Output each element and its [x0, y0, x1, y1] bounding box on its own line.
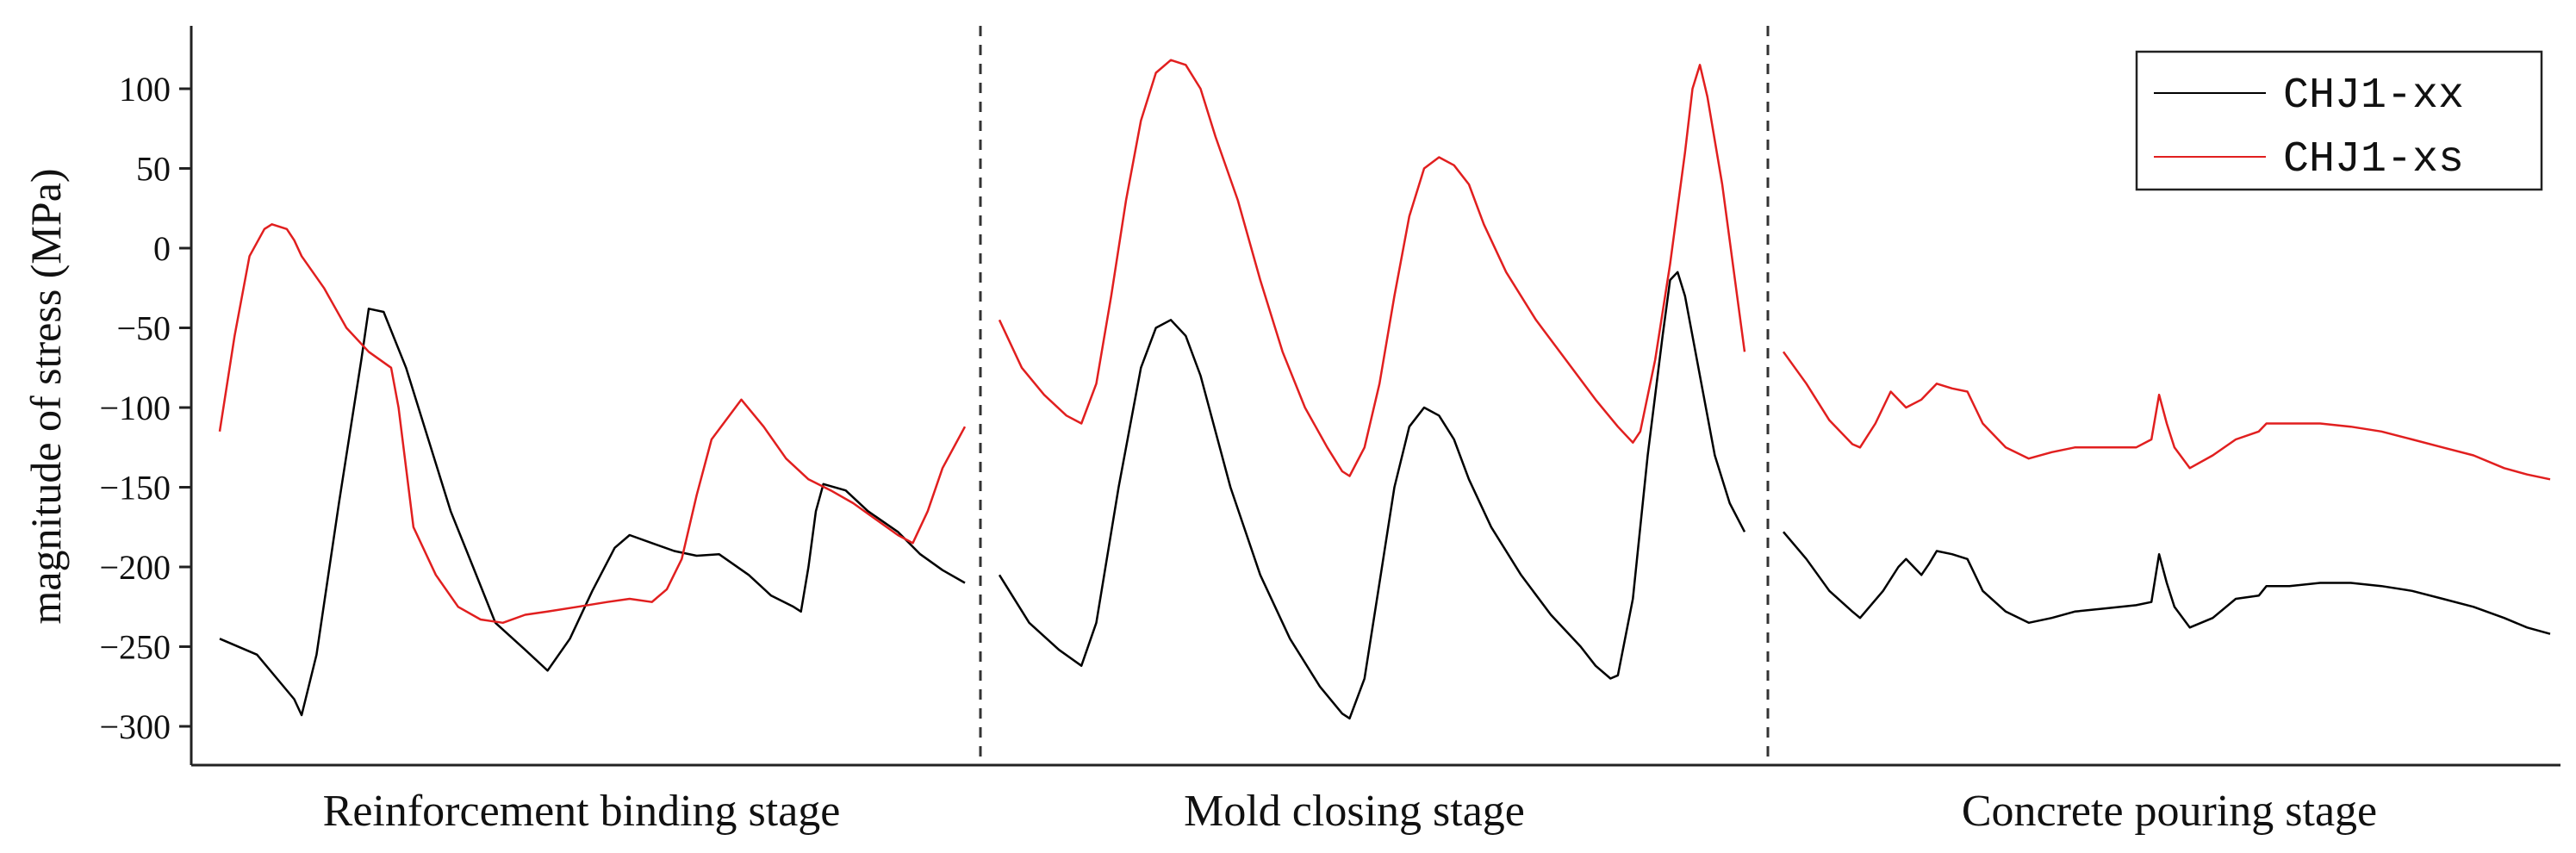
legend-box — [2135, 50, 2543, 191]
series-line-chj1-xs — [998, 59, 1746, 477]
y-axis-label: magnitude of stress (MPa) — [22, 168, 70, 624]
y-tick-label: 0 — [153, 229, 171, 268]
legend-label-xs: CHJ1-xs — [2283, 135, 2464, 184]
y-tick-label: −100 — [99, 389, 171, 427]
y-tick-label: 100 — [119, 70, 171, 109]
series-line-chj1-xx — [219, 308, 966, 717]
stage-labels: Reinforcement binding stage Mold closing … — [323, 787, 2378, 836]
y-tick-label: −50 — [116, 309, 171, 348]
plot-area — [218, 59, 2551, 720]
series-line-chj1-xx — [1783, 531, 2551, 635]
legend: CHJ1-xx CHJ1-xs — [2135, 50, 2543, 191]
y-tick-label: −300 — [99, 707, 171, 746]
stage-dividers — [979, 26, 1770, 765]
series-line-chj1-xx — [998, 271, 1746, 720]
series-line-chj1-xs — [218, 223, 967, 625]
y-ticks: 100 50 0 −50 −100 −150 −200 −250 −300 — [99, 70, 191, 746]
axes — [190, 26, 2560, 767]
series-line-chj1-xs — [1782, 351, 2551, 481]
y-tick-label: −150 — [99, 469, 171, 507]
y-tick-label: −200 — [99, 548, 171, 587]
stage-label: Mold closing stage — [1184, 787, 1525, 836]
y-tick-label: 50 — [136, 150, 171, 189]
legend-label-xx: CHJ1-xx — [2283, 72, 2464, 121]
stage-label: Reinforcement binding stage — [323, 787, 841, 836]
stage-label: Concrete pouring stage — [1962, 787, 2377, 836]
y-tick-label: −250 — [99, 628, 171, 667]
